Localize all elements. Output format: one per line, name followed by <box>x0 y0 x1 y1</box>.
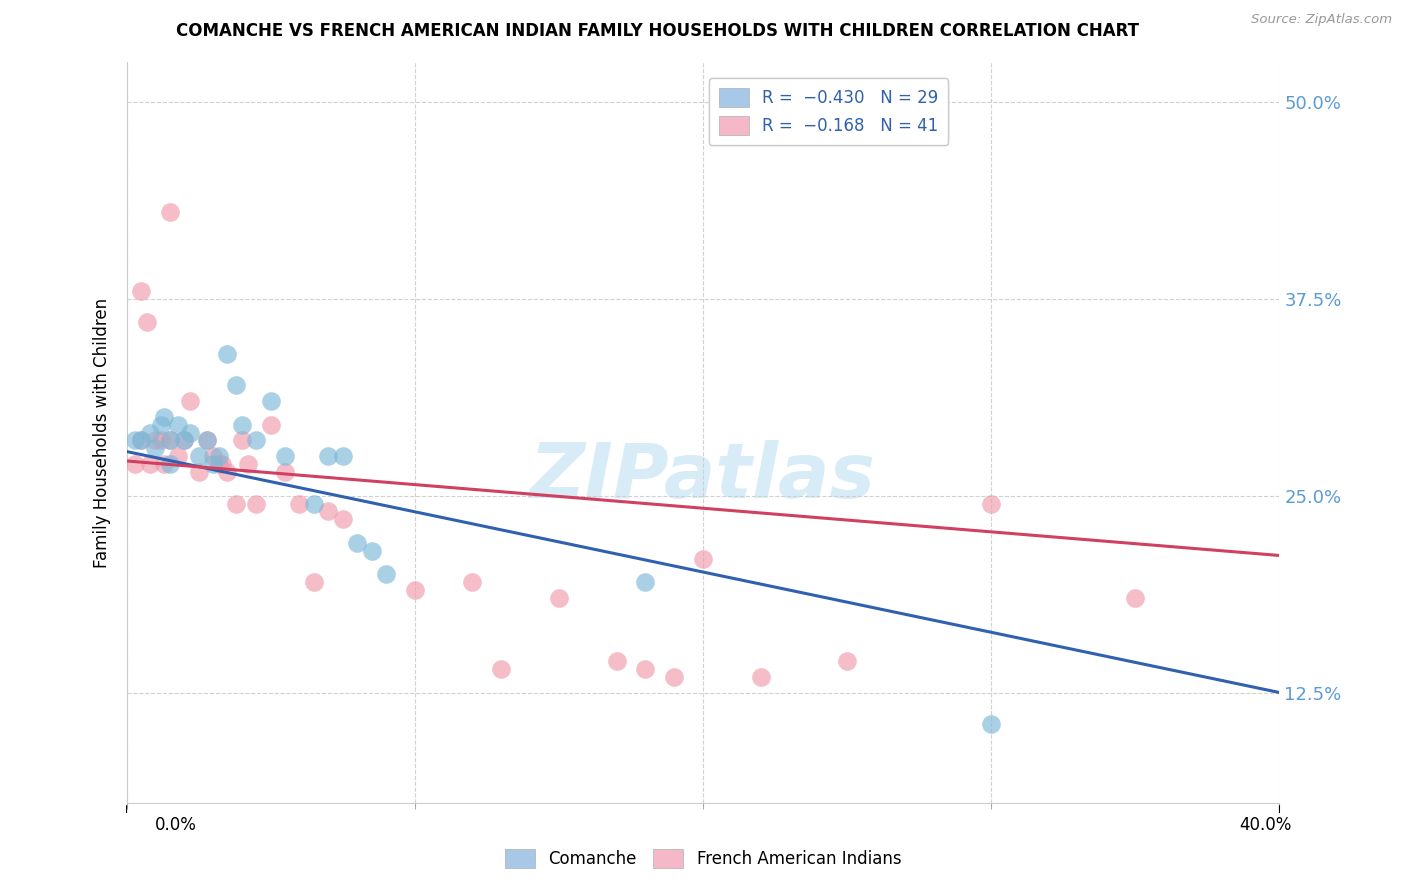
Point <box>195 434 218 448</box>
Point <box>692 551 714 566</box>
Point <box>179 394 201 409</box>
Point <box>208 449 231 463</box>
Point <box>461 575 484 590</box>
Point <box>153 409 176 424</box>
Point <box>173 434 195 448</box>
Text: Source: ZipAtlas.com: Source: ZipAtlas.com <box>1251 13 1392 27</box>
Point <box>167 449 190 463</box>
Point <box>980 717 1002 731</box>
Point <box>274 465 297 479</box>
Point <box>135 315 157 329</box>
Point <box>236 457 259 471</box>
Point <box>346 536 368 550</box>
Point <box>259 394 281 409</box>
Legend: R =  −0.430   N = 29, R =  −0.168   N = 41: R = −0.430 N = 29, R = −0.168 N = 41 <box>709 78 948 145</box>
Point <box>150 417 173 432</box>
Point <box>231 434 253 448</box>
Point <box>259 417 281 432</box>
Text: COMANCHE VS FRENCH AMERICAN INDIAN FAMILY HOUSEHOLDS WITH CHILDREN CORRELATION C: COMANCHE VS FRENCH AMERICAN INDIAN FAMIL… <box>176 22 1139 40</box>
Point <box>288 496 311 510</box>
Point <box>179 425 201 440</box>
Point <box>245 434 267 448</box>
Point <box>318 449 340 463</box>
Point <box>491 662 513 676</box>
Text: ZIPatlas: ZIPatlas <box>530 440 876 514</box>
Point <box>145 442 166 456</box>
Y-axis label: Family Households with Children: Family Households with Children <box>93 298 111 567</box>
Point <box>129 434 152 448</box>
Point <box>124 434 146 448</box>
Point <box>150 434 173 448</box>
Point <box>749 670 772 684</box>
Point <box>548 591 571 605</box>
Point <box>159 457 181 471</box>
Point <box>159 434 181 448</box>
Point <box>225 496 247 510</box>
Point <box>360 543 382 558</box>
Point <box>302 496 325 510</box>
Point <box>195 434 218 448</box>
Legend: Comanche, French American Indians: Comanche, French American Indians <box>498 842 908 875</box>
Point <box>217 465 239 479</box>
Point <box>606 654 628 668</box>
Point <box>202 449 225 463</box>
Point <box>124 457 146 471</box>
Point <box>211 457 233 471</box>
Point <box>208 457 231 471</box>
Point <box>187 465 209 479</box>
Point <box>145 434 166 448</box>
Point <box>129 284 152 298</box>
Text: 0.0%: 0.0% <box>155 815 197 833</box>
Point <box>159 434 181 448</box>
Point <box>634 575 657 590</box>
Point <box>835 654 858 668</box>
Point <box>167 417 190 432</box>
Point <box>634 662 657 676</box>
Point <box>332 449 354 463</box>
Point <box>202 457 225 471</box>
Point <box>245 496 267 510</box>
Text: 40.0%: 40.0% <box>1239 815 1292 833</box>
Point <box>664 670 686 684</box>
Point <box>404 583 426 598</box>
Point <box>217 347 239 361</box>
Point <box>318 504 340 518</box>
Point <box>173 434 195 448</box>
Point <box>302 575 325 590</box>
Point <box>980 496 1002 510</box>
Point <box>138 457 160 471</box>
Point <box>225 378 247 392</box>
Point <box>231 417 253 432</box>
Point <box>332 512 354 526</box>
Point <box>129 434 152 448</box>
Point <box>274 449 297 463</box>
Point <box>1125 591 1147 605</box>
Point <box>374 567 398 582</box>
Point <box>153 457 176 471</box>
Point <box>138 425 160 440</box>
Point <box>187 449 209 463</box>
Point <box>159 205 181 219</box>
